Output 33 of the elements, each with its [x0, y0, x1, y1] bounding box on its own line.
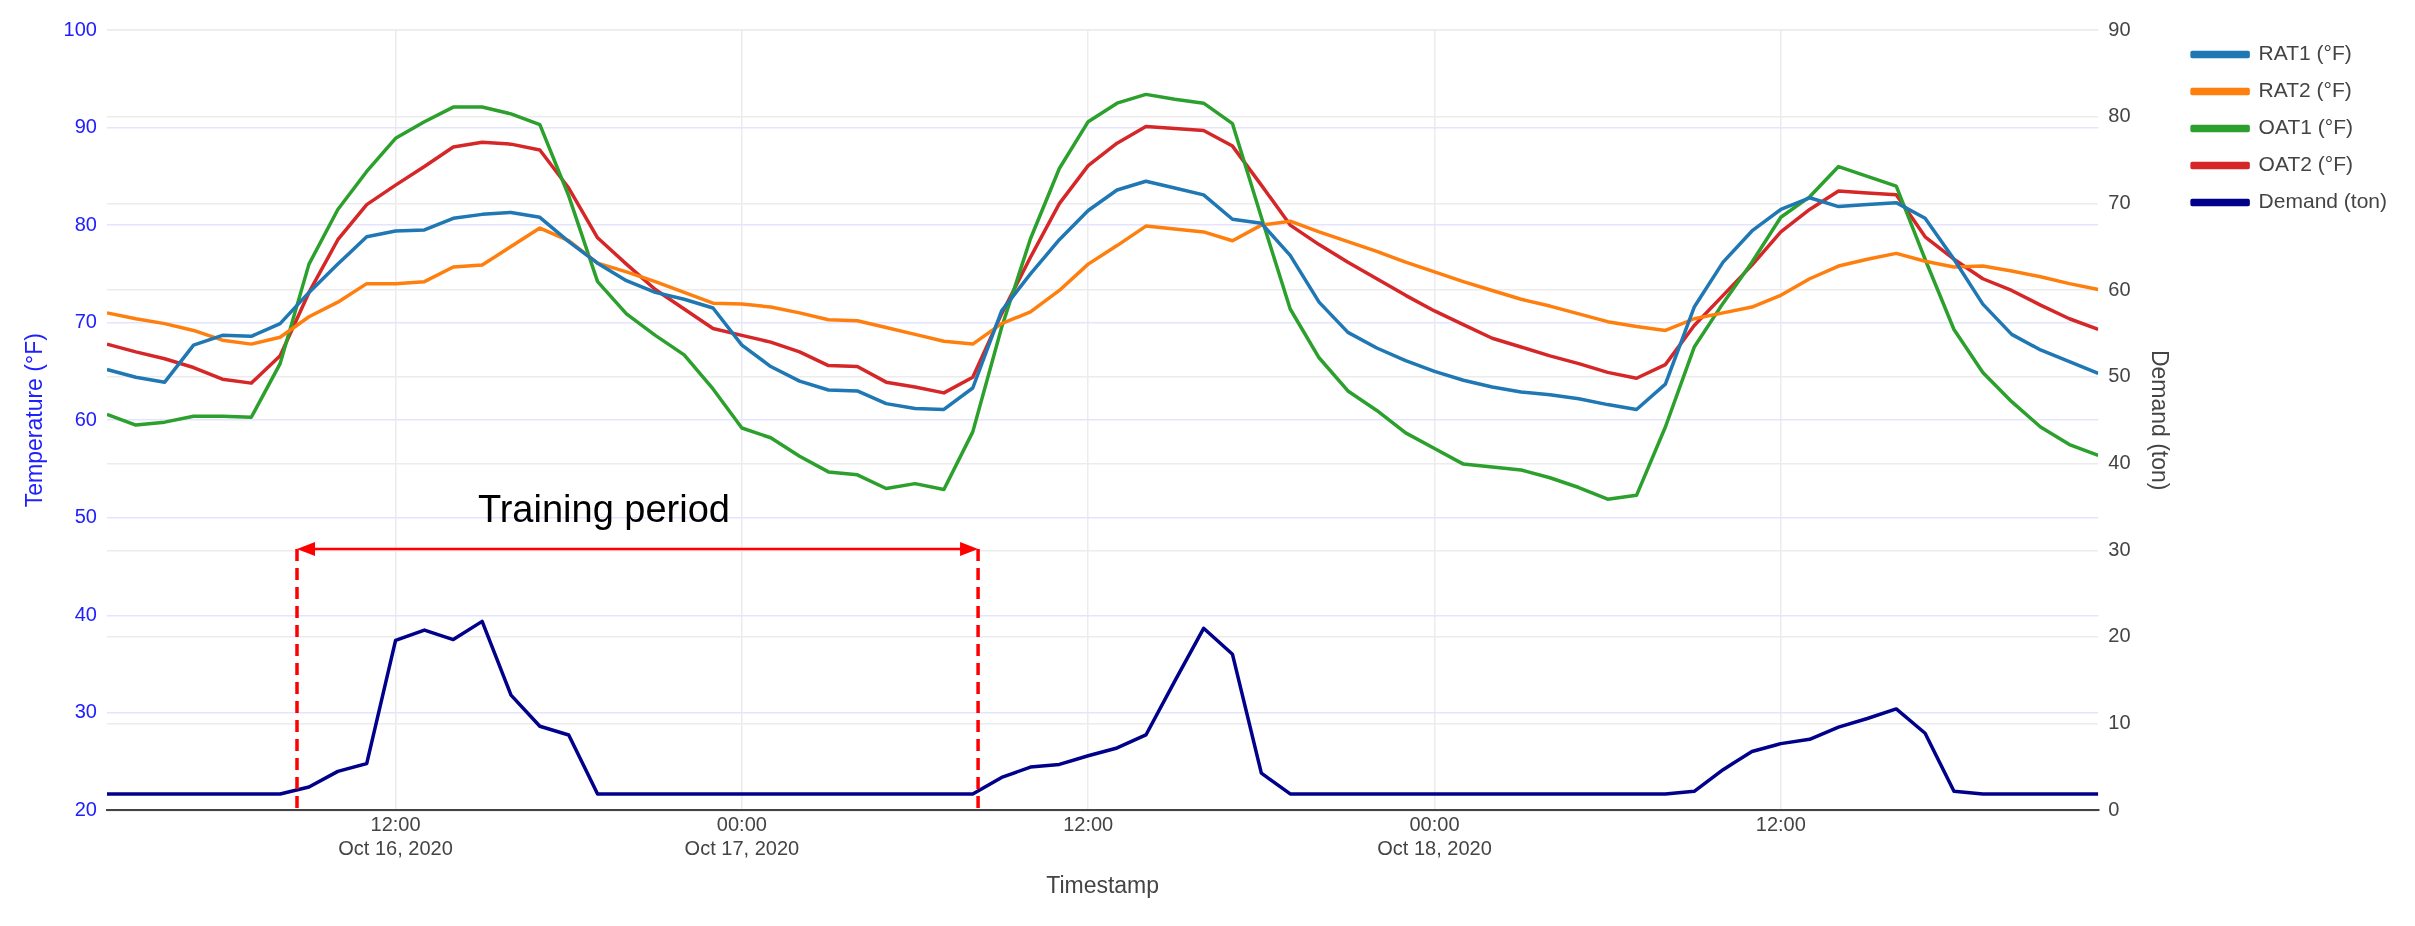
legend-label: RAT1 (°F) — [2258, 41, 2352, 65]
y-tick-label: 50 — [74, 505, 97, 528]
y2-tick-label: 40 — [2108, 451, 2131, 474]
x-tick-label: 00:00 Oct 18, 2020 — [1377, 812, 1492, 859]
y-tick-label: 70 — [74, 310, 97, 333]
y2-tick-label: 90 — [2108, 17, 2131, 40]
x-tick-label: 12:00 Oct 16, 2020 — [338, 812, 453, 859]
x-tick-label: 00:00 Oct 17, 2020 — [684, 812, 800, 859]
legend-label: OAT2 (°F) — [2258, 152, 2353, 176]
y2-tick-label: 10 — [2108, 711, 2131, 734]
annotation: Training period — [477, 487, 730, 531]
y2-tick-label: 20 — [2108, 624, 2131, 647]
legend-label: Demand (ton) — [2258, 189, 2387, 213]
y-tick-label: 80 — [74, 212, 97, 235]
y-tick-label: 20 — [74, 797, 97, 820]
y-tick-label: 60 — [74, 407, 97, 430]
y-tick-label: 40 — [74, 602, 97, 625]
y-axis-title: Temperature (°F) — [21, 333, 48, 508]
legend-label: OAT1 (°F) — [2258, 115, 2353, 139]
x-tick-label: 12:00 — [1755, 812, 1806, 835]
legend-label: RAT2 (°F) — [2258, 78, 2352, 102]
y-tick-label: 30 — [74, 700, 97, 723]
y2-axis-title: Demand (ton) — [2146, 349, 2173, 491]
y-tick-label: 90 — [74, 115, 97, 138]
y2-tick-label: 70 — [2108, 190, 2131, 213]
x-axis-title: Timestamp — [1046, 871, 1160, 898]
y-tick-label: 100 — [63, 17, 97, 40]
y2-tick-label: 60 — [2108, 277, 2131, 300]
y2-tick-label: 0 — [2108, 797, 2120, 820]
y2-tick-label: 30 — [2108, 537, 2131, 560]
x-tick-label: 12:00 — [1063, 812, 1114, 835]
y2-tick-label: 50 — [2108, 364, 2131, 387]
y2-tick-label: 80 — [2108, 104, 2131, 127]
